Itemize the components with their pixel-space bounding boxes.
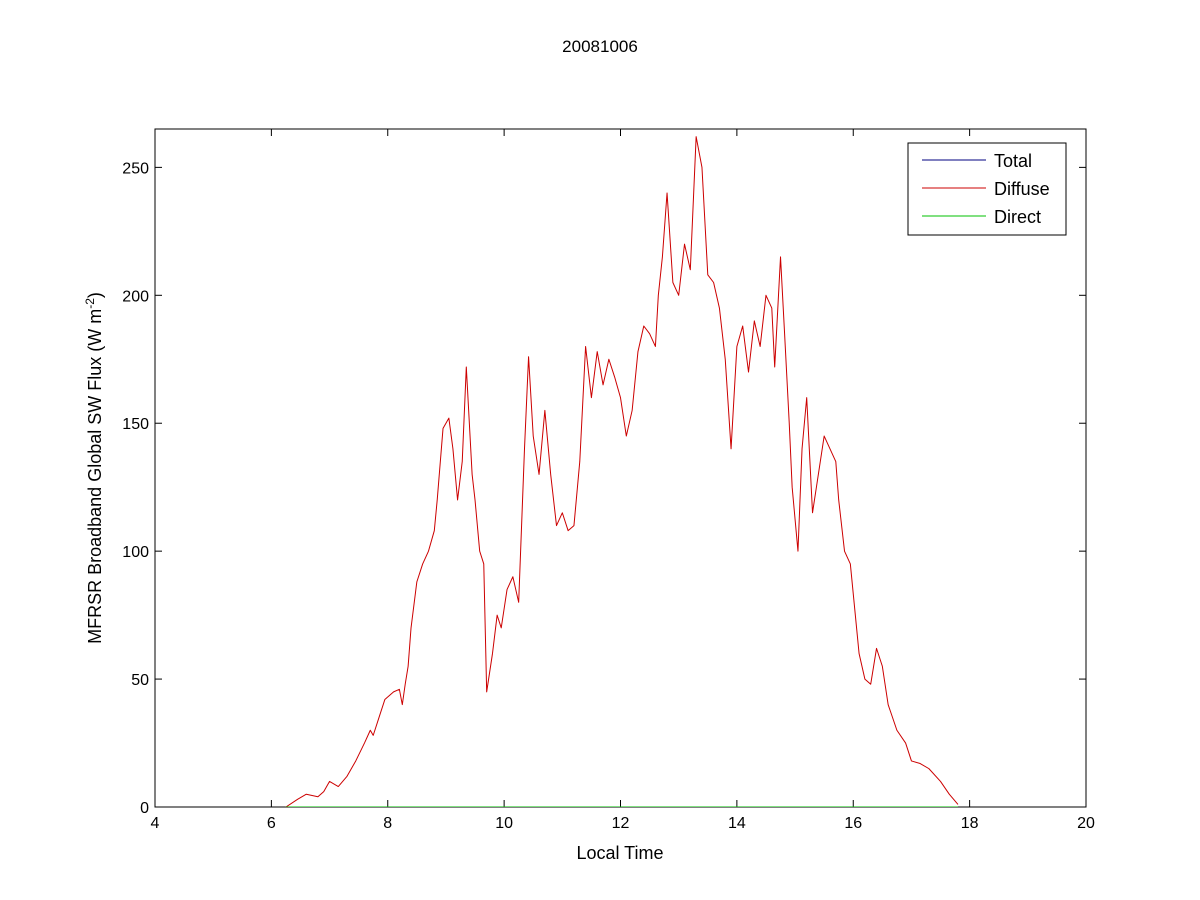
y-tick-label: 200 — [122, 288, 149, 305]
x-tick-label: 4 — [151, 815, 160, 832]
chart-title: 20081006 — [562, 37, 638, 56]
y-axis-label: MFRSR Broadband Global SW Flux (W m-2) — [83, 292, 105, 644]
y-axis-label-close: ) — [85, 292, 105, 298]
x-axis-ticks: 4 6 8 10 12 14 16 18 20 — [151, 129, 1095, 832]
x-tick-label: 6 — [267, 815, 276, 832]
y-tick-label: 250 — [122, 160, 149, 177]
y-axis-label-main: MFRSR Broadband Global SW Flux (W m — [85, 309, 105, 644]
x-tick-label: 10 — [495, 815, 513, 832]
x-tick-label: 18 — [961, 815, 979, 832]
series-lines — [285, 136, 959, 807]
x-tick-label: 12 — [612, 815, 630, 832]
y-tick-label: 50 — [131, 672, 149, 689]
y-axis-label-superscript: -2 — [83, 298, 97, 309]
y-tick-label: 100 — [122, 544, 149, 561]
legend-label-diffuse: Diffuse — [994, 179, 1050, 199]
x-tick-label: 16 — [844, 815, 862, 832]
series-line-diffuse — [285, 136, 959, 807]
y-tick-label: 150 — [122, 416, 149, 433]
x-axis-label: Local Time — [576, 843, 663, 863]
y-tick-label: 0 — [140, 800, 149, 817]
plot-area — [154, 128, 1087, 808]
legend-label-total: Total — [994, 151, 1032, 171]
y-axis-ticks: 0 50 100 150 200 250 — [122, 160, 1086, 817]
legend-label-direct: Direct — [994, 207, 1041, 227]
legend-box — [907, 142, 1067, 236]
legend: Total Diffuse Direct — [907, 142, 1067, 236]
x-tick-label: 20 — [1077, 815, 1095, 832]
x-tick-label: 14 — [728, 815, 746, 832]
x-tick-label: 8 — [383, 815, 392, 832]
